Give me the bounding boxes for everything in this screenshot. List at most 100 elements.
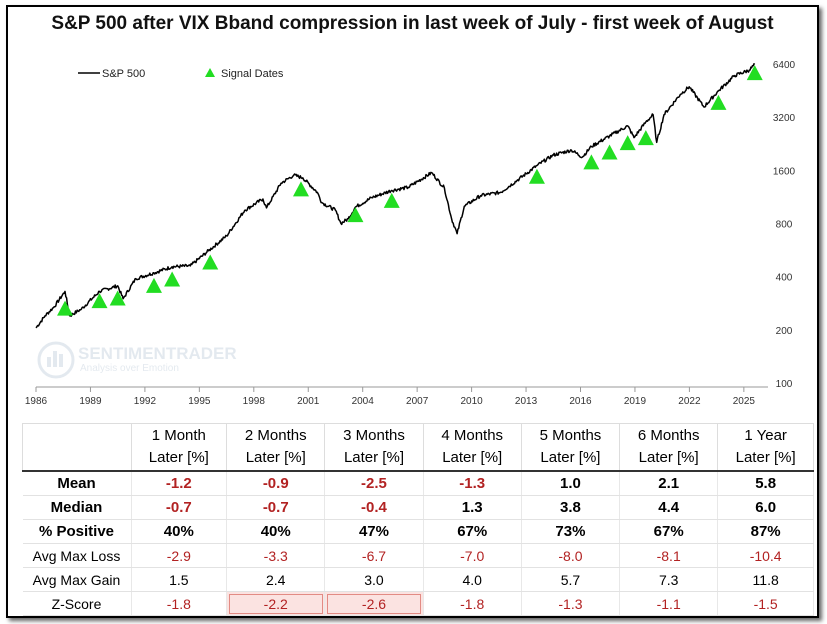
y-tick-label: 6400 bbox=[773, 60, 796, 71]
header-line2: Later [%] bbox=[343, 449, 404, 466]
table-cell: 47% bbox=[324, 519, 424, 544]
y-tick-label: 400 bbox=[776, 273, 793, 284]
signal-marker bbox=[292, 181, 309, 197]
table-cell: 5.7 bbox=[521, 567, 621, 592]
watermark-tagline: Analysis over Emotion bbox=[80, 363, 179, 374]
signal-marker bbox=[619, 135, 636, 151]
x-tick-label: 2013 bbox=[515, 396, 538, 407]
row-label: Avg Max Loss bbox=[22, 543, 132, 568]
table-cell: 4.0 bbox=[423, 567, 522, 592]
table-header-row: 1 Month Later [%] 2 Months Later [%] 3 Mon… bbox=[22, 423, 814, 472]
table-cell: 1.5 bbox=[131, 567, 228, 592]
table-cell: -0.7 bbox=[226, 495, 326, 520]
signal-marker bbox=[528, 168, 545, 184]
y-tick-label: 200 bbox=[776, 326, 793, 337]
table-cell: -1.2 bbox=[131, 471, 228, 496]
header-line1: 1 Month bbox=[151, 427, 206, 444]
x-tick-label: 2019 bbox=[624, 396, 647, 407]
table-cell: 2.4 bbox=[226, 567, 326, 592]
table-cell: -2.5 bbox=[324, 471, 424, 496]
legend: S&P 500 Signal Dates bbox=[78, 68, 284, 80]
table-cell: -10.4 bbox=[717, 543, 814, 568]
header-line2: Later [%] bbox=[638, 449, 699, 466]
table-cell: -2.6 bbox=[324, 591, 424, 616]
x-tick-label: 2025 bbox=[733, 396, 756, 407]
table-cell: -1.3 bbox=[521, 591, 621, 616]
header-line1: 3 Months bbox=[343, 427, 405, 444]
row-label: Z-Score bbox=[22, 591, 132, 616]
table-cell: 67% bbox=[423, 519, 522, 544]
table-cell: 7.3 bbox=[619, 567, 719, 592]
header-3-months: 3 Months Later [%] bbox=[324, 423, 424, 472]
header-line2: Later [%] bbox=[735, 449, 796, 466]
signal-marker bbox=[57, 300, 74, 316]
table-cell: -6.7 bbox=[324, 543, 424, 568]
row-label: Avg Max Gain bbox=[22, 567, 132, 592]
legend-triangle-swatch bbox=[205, 68, 215, 77]
chart-title: S&P 500 after VIX Bband compression in l… bbox=[51, 13, 774, 34]
y-tick-label: 1600 bbox=[773, 166, 796, 177]
table-cell: 5.8 bbox=[717, 471, 814, 496]
table-cell: 73% bbox=[521, 519, 621, 544]
signal-marker bbox=[383, 192, 400, 208]
table-cell: 3.8 bbox=[521, 495, 621, 520]
table-cell: 3.0 bbox=[324, 567, 424, 592]
table-row: Avg Max Loss -2.9 -3.3 -6.7 -7.0 -8.0 -8.1 -10.… bbox=[22, 543, 814, 568]
table-cell: -8.0 bbox=[521, 543, 621, 568]
table-cell: 6.0 bbox=[717, 495, 814, 520]
header-line2: Later [%] bbox=[540, 449, 601, 466]
x-tick-label: 2010 bbox=[460, 396, 483, 407]
x-tick-label: 1989 bbox=[79, 396, 102, 407]
watermark-name: SENTIMENTRADER bbox=[78, 344, 237, 363]
table-cell: -3.3 bbox=[226, 543, 326, 568]
x-tick-label: 1995 bbox=[188, 396, 211, 407]
table-cell: 87% bbox=[717, 519, 814, 544]
table-row: Avg Max Gain 1.5 2.4 3.0 4.0 5.7 7.3 11.8 bbox=[22, 567, 814, 592]
y-axis-ticks: 100 200 400 800 1600 3200 6400 bbox=[773, 60, 796, 390]
signal-marker bbox=[601, 144, 618, 160]
table-cell: -2.2 bbox=[226, 591, 326, 616]
table-cell: -1.8 bbox=[423, 591, 522, 616]
header-line1: 6 Months bbox=[637, 427, 700, 444]
header-line1: 1 Year bbox=[744, 427, 787, 444]
row-label: Mean bbox=[22, 471, 132, 496]
table-body: Mean -1.2 -0.9 -2.5 -1.3 1.0 2.1 5.8 Median -0.7-… bbox=[22, 471, 814, 616]
x-tick-label: 2022 bbox=[678, 396, 701, 407]
x-axis-ticks: 1986 1989 1992 1995 1998 2001 2004 2007 2010 2013… bbox=[25, 387, 756, 407]
table-row: % Positive 40% 40% 47% 67% 73% 67% 87% bbox=[22, 519, 814, 544]
table-row: Mean -1.2 -0.9 -2.5 -1.3 1.0 2.1 5.8 bbox=[22, 471, 814, 496]
table-cell: 40% bbox=[226, 519, 326, 544]
table-cell: 4.4 bbox=[619, 495, 719, 520]
table-cell: 11.8 bbox=[717, 567, 814, 592]
table-cell: 2.1 bbox=[619, 471, 719, 496]
table-cell: 67% bbox=[619, 519, 719, 544]
x-tick-label: 1986 bbox=[25, 396, 48, 407]
header-4-months: 4 Months Later [%] bbox=[423, 423, 522, 472]
header-2-months: 2 Months Later [%] bbox=[226, 423, 326, 472]
row-label: % Positive bbox=[22, 519, 132, 544]
header-5-months: 5 Months Later [%] bbox=[521, 423, 621, 472]
y-tick-label: 100 bbox=[776, 379, 793, 390]
table-cell: -1.8 bbox=[131, 591, 228, 616]
table-cell: -2.9 bbox=[131, 543, 228, 568]
header-1-year: 1 Year Later [%] bbox=[717, 423, 814, 472]
header-line1: 2 Months bbox=[244, 427, 307, 444]
watermark-logo: SENTIMENTRADER Analysis over Emotion bbox=[37, 341, 237, 379]
table-cell: -0.7 bbox=[131, 495, 228, 520]
y-tick-label: 800 bbox=[776, 219, 793, 230]
signal-marker bbox=[109, 290, 126, 306]
table-cell: 1.3 bbox=[423, 495, 522, 520]
table-row: Median -0.7 -0.7 -0.4 1.3 3.8 4.4 6.0 bbox=[22, 495, 814, 520]
header-line1: 4 Months bbox=[441, 427, 504, 444]
header-1-month: 1 Month Later [%] bbox=[131, 423, 228, 472]
signal-marker bbox=[202, 254, 219, 270]
x-tick-label: 1992 bbox=[134, 396, 157, 407]
y-tick-label: 3200 bbox=[773, 113, 796, 124]
table-row: Z-Score -1.8 -2.2 -2.6 -1.8 -1.3 -1.1 -1.5 bbox=[22, 591, 814, 616]
header-line2: Later [%] bbox=[442, 449, 503, 466]
signal-marker bbox=[164, 271, 181, 287]
table-cell: -0.4 bbox=[324, 495, 424, 520]
signal-marker bbox=[145, 277, 162, 293]
legend-signal-label: Signal Dates bbox=[221, 68, 284, 80]
signal-markers bbox=[57, 65, 763, 316]
